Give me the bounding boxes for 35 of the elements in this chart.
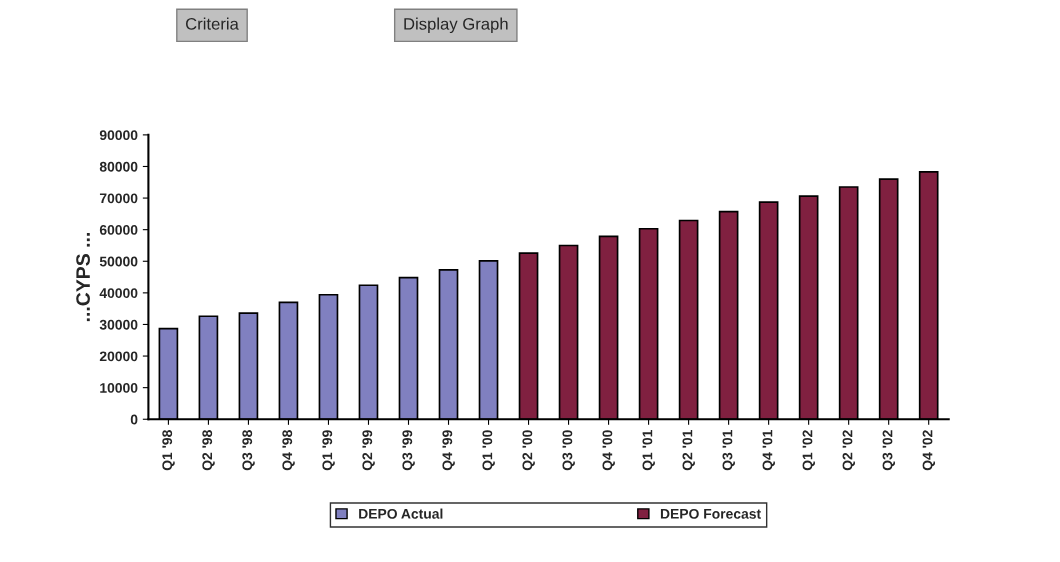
x-tick-label: Q1 '98: [162, 430, 175, 471]
y-tick-label: 10000: [100, 382, 138, 393]
x-tick-label: Q2 '01: [682, 430, 695, 471]
y-tick-label: 30000: [99, 319, 138, 330]
x-tick-label: Q2 '02: [842, 430, 855, 471]
x-tick-label: Q1 '01: [642, 430, 655, 471]
x-tick-label: Q2 '98: [202, 430, 215, 471]
x-tick-label: Q3 '01: [722, 430, 735, 471]
y-tick-label: 60000: [99, 225, 138, 235]
y-axis-title: ...CYPS ...: [76, 233, 90, 322]
x-tick-label: Q1 '00: [482, 430, 495, 471]
x-tick-label: Q2 '00: [522, 430, 535, 471]
text: Display Graph: [404, 17, 508, 34]
x-tick-label: Q3 '02: [882, 430, 895, 471]
x-tick-label: Q1 '99: [322, 430, 335, 471]
y-tick-label: 70000: [99, 193, 138, 204]
y-tick-label: 0: [130, 414, 138, 425]
x-tick-label: Q3 '00: [562, 430, 575, 471]
legend-label: DEPO Forecast: [660, 508, 761, 519]
x-tick-label: Q3 '98: [242, 430, 255, 471]
x-tick-label: Q4 '02: [922, 430, 936, 471]
y-tick-label: 90000: [99, 130, 138, 141]
y-tick-label: 40000: [99, 288, 138, 299]
y-tick-label: 20000: [99, 351, 138, 362]
x-tick-label: Q4 '98: [282, 430, 295, 471]
legend-label: DEPO Actual: [359, 508, 443, 519]
x-tick-label: Q1 '02: [802, 430, 815, 471]
x-tick-label: Q4 '01: [762, 430, 775, 471]
x-tick-label: Q3 '99: [402, 430, 415, 471]
x-tick-label: Q4 '00: [602, 430, 615, 471]
x-tick-label: Q2 '99: [362, 430, 375, 471]
x-tick-label: Q4 '99: [442, 430, 455, 471]
text: Criteria: [185, 17, 239, 30]
y-tick-label: 80000: [99, 161, 138, 172]
y-tick-label: 50000: [99, 256, 138, 267]
